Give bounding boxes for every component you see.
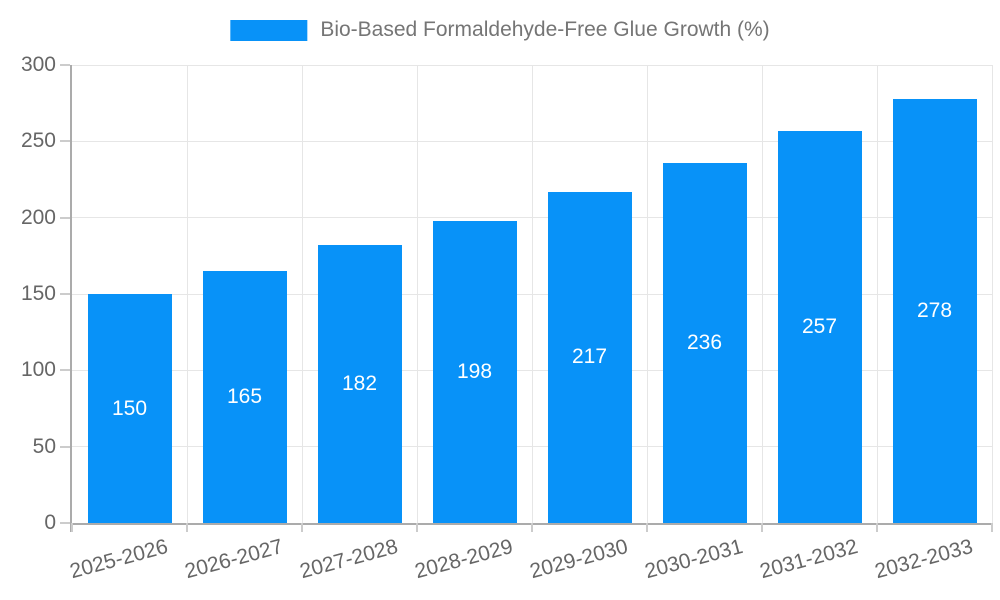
bar[interactable] [662, 162, 747, 523]
x-axis-category-label: 2030-2031 [642, 535, 746, 584]
bar-value-label: 198 [456, 359, 493, 383]
legend-swatch [230, 19, 308, 41]
y-axis-tick [60, 140, 70, 143]
y-axis-tick-label: 150 [20, 282, 56, 305]
x-axis-category-label: 2025-2026 [67, 535, 171, 584]
y-axis-tick-label: 200 [20, 205, 56, 229]
x-axis-category-label: 2026-2027 [182, 535, 286, 584]
v-gridline [991, 65, 993, 523]
bar[interactable] [317, 245, 402, 523]
y-axis-tick-label: 100 [20, 358, 56, 382]
bar[interactable] [777, 130, 862, 523]
bar-value-label: 217 [571, 345, 608, 369]
v-gridline [761, 65, 763, 523]
v-gridline [646, 65, 648, 523]
bar-value-label: 278 [916, 298, 953, 322]
bar-value-label: 150 [111, 396, 148, 420]
y-axis-tick [60, 445, 70, 448]
x-axis-tick [531, 523, 533, 532]
v-gridline [416, 65, 418, 523]
bar-value-label: 165 [226, 385, 263, 409]
x-axis-tick [761, 523, 763, 532]
bar-value-label: 236 [686, 330, 723, 354]
bar[interactable] [547, 191, 632, 523]
x-axis-tick [991, 523, 993, 532]
y-axis-tick-label: 300 [20, 53, 56, 76]
y-axis-tick-label: 50 [32, 434, 56, 458]
bar-value-label: 182 [341, 372, 378, 396]
bar[interactable] [892, 98, 977, 523]
legend-item[interactable]: Bio-Based Formaldehyde-Free Glue Growth … [230, 18, 770, 42]
y-axis-line [70, 65, 72, 532]
x-axis-tick [416, 523, 418, 532]
x-axis-tick [646, 523, 648, 532]
plot-area: 150 165 182 198 217 236 257 278 [60, 64, 993, 532]
x-axis-tick [71, 523, 73, 532]
v-gridline [186, 65, 188, 523]
bar[interactable] [202, 271, 287, 523]
y-axis-tick-label: 0 [44, 511, 56, 534]
x-axis-category-label: 2031-2032 [757, 535, 861, 584]
v-gridline [876, 65, 878, 523]
y-axis-tick [60, 293, 70, 295]
x-axis-tick [186, 523, 188, 532]
x-axis-category-label: 2027-2028 [297, 535, 401, 584]
x-axis-category-label: 2028-2029 [412, 535, 516, 584]
x-axis-category-label: 2029-2030 [527, 535, 631, 584]
y-axis-tick [60, 216, 70, 219]
bar-value-label: 257 [801, 314, 838, 338]
x-axis-tick [876, 523, 878, 532]
bar[interactable] [432, 220, 517, 523]
x-axis-category-label: 2032-2033 [872, 535, 976, 584]
x-axis-tick [301, 523, 303, 532]
v-gridline [301, 65, 303, 523]
y-axis-tick-label: 250 [20, 129, 56, 153]
legend-series-label: Bio-Based Formaldehyde-Free Glue Growth … [320, 18, 770, 41]
bar[interactable] [87, 294, 172, 523]
y-axis-tick [60, 369, 70, 372]
y-axis-tick [60, 522, 70, 524]
y-axis-tick [60, 64, 70, 66]
v-gridline [531, 65, 533, 523]
